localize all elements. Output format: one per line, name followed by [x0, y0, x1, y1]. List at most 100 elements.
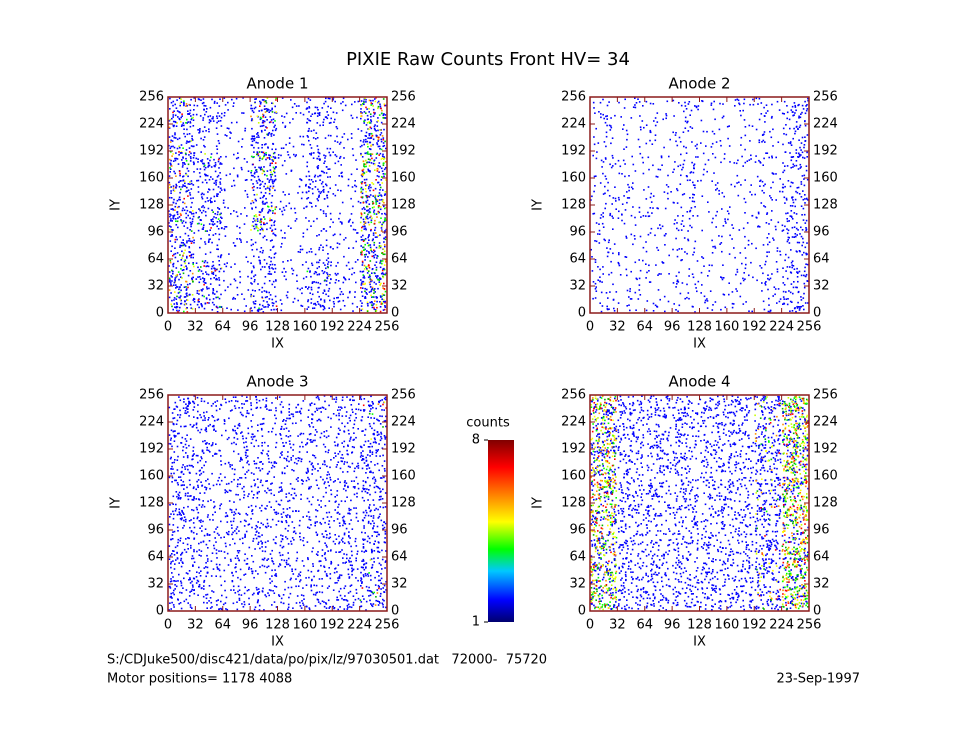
- count-dot: [339, 293, 342, 296]
- count-dot: [672, 99, 675, 102]
- count-dot: [763, 131, 766, 133]
- count-dot: [175, 298, 178, 300]
- count-dot: [253, 139, 256, 142]
- count-dot: [797, 280, 799, 283]
- count-dot: [312, 181, 314, 183]
- count-dot: [373, 241, 376, 244]
- count-dot: [173, 214, 176, 217]
- count-dot: [383, 273, 385, 275]
- count-dot: [270, 224, 273, 227]
- count-dot: [377, 181, 379, 184]
- count-dot: [685, 108, 688, 110]
- count-dot: [359, 202, 362, 204]
- count-dot: [321, 578, 323, 580]
- count-dot: [217, 568, 220, 570]
- count-dot: [779, 298, 782, 300]
- count-dot: [802, 198, 805, 201]
- count-dot: [216, 278, 218, 281]
- count-dot: [781, 112, 784, 115]
- count-dot: [308, 106, 310, 108]
- count-dot: [691, 161, 693, 164]
- count-dot: [799, 307, 801, 310]
- count-dot: [271, 263, 274, 266]
- count-dot: [175, 276, 178, 278]
- count-dot: [232, 520, 235, 523]
- count-dot: [309, 183, 312, 185]
- count-dot: [271, 302, 274, 304]
- count-dot: [213, 158, 215, 161]
- count-dot: [259, 303, 261, 306]
- count-dot: [310, 288, 313, 291]
- count-dot: [365, 266, 367, 268]
- count-dot: [271, 569, 273, 572]
- count-dot: [211, 606, 213, 608]
- count-dot: [638, 259, 640, 261]
- count-dot: [805, 229, 807, 232]
- count-dot: [271, 580, 273, 583]
- count-dot: [338, 535, 340, 538]
- count-dot: [274, 208, 277, 211]
- count-dot: [786, 228, 788, 230]
- count-dot: [375, 201, 377, 203]
- count-dot: [299, 178, 301, 180]
- count-dot: [604, 157, 607, 159]
- count-dot: [291, 537, 294, 539]
- count-dot: [309, 271, 311, 273]
- count-dot: [172, 592, 174, 594]
- count-dot: [806, 134, 809, 136]
- y2-tick-label: 32: [813, 279, 830, 294]
- count-dot: [296, 557, 299, 560]
- count-dot: [185, 103, 188, 105]
- count-dot: [628, 304, 630, 306]
- count-dot: [362, 188, 364, 191]
- count-dot: [204, 528, 207, 530]
- count-dot: [360, 585, 362, 587]
- count-dot: [193, 154, 195, 157]
- count-dot: [207, 165, 210, 167]
- count-dot: [190, 225, 192, 228]
- count-dot: [245, 256, 248, 258]
- count-dot: [311, 293, 314, 296]
- count-dot: [193, 152, 195, 154]
- count-dot: [361, 173, 363, 176]
- count-dot: [366, 301, 369, 304]
- count-dot: [217, 160, 220, 163]
- count-dot: [368, 186, 370, 188]
- count-dot: [594, 288, 597, 290]
- count-dot: [777, 141, 780, 143]
- count-dot: [341, 171, 343, 174]
- count-dot: [376, 589, 379, 591]
- count-dot: [697, 156, 699, 158]
- count-dot: [226, 515, 229, 517]
- count-dot: [668, 155, 670, 158]
- count-dot: [169, 554, 172, 557]
- count-dot: [261, 125, 263, 127]
- count-dot: [173, 170, 175, 173]
- count-dot: [686, 283, 688, 286]
- count-dot: [382, 164, 385, 166]
- count-dot: [791, 205, 794, 207]
- count-dot: [250, 277, 253, 280]
- count-dot: [323, 566, 326, 568]
- count-dot: [348, 576, 351, 578]
- count-dot: [681, 282, 684, 284]
- count-dot: [384, 567, 386, 569]
- count-dot: [264, 173, 266, 176]
- count-dot: [316, 554, 319, 556]
- count-dot: [238, 593, 240, 596]
- count-dot: [595, 157, 598, 160]
- count-dot: [361, 238, 364, 241]
- count-dot: [308, 139, 310, 142]
- count-dot: [321, 181, 324, 183]
- count-dot: [171, 208, 174, 210]
- count-dot: [172, 104, 174, 107]
- count-dot: [787, 256, 790, 259]
- count-dot: [617, 196, 620, 199]
- count-dot: [169, 279, 171, 281]
- count-dot: [764, 282, 766, 284]
- count-dot: [187, 572, 189, 575]
- colorbar-tick-label: 8: [472, 433, 480, 448]
- y-tick-label: 256: [561, 90, 586, 105]
- count-dot: [675, 237, 677, 240]
- count-dot: [255, 223, 258, 226]
